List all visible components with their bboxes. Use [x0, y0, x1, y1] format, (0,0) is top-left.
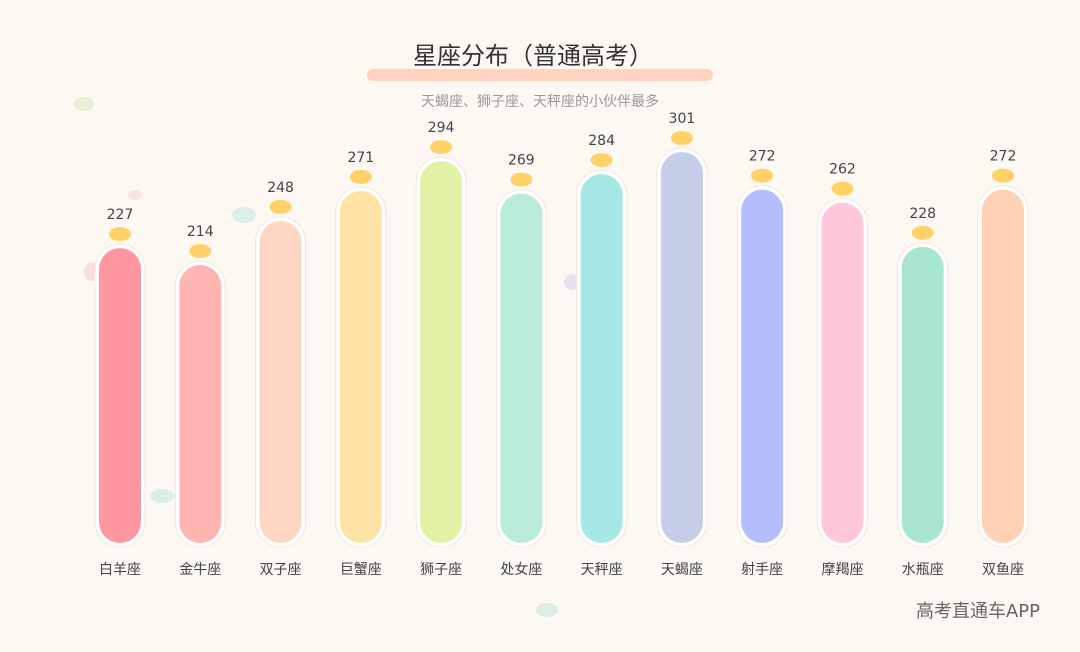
- x-tick-label: 白羊座: [99, 562, 141, 578]
- x-tick-label: 双鱼座: [982, 561, 1024, 578]
- bar-cap-dot: [670, 131, 693, 145]
- bar: [821, 202, 864, 543]
- bar: [660, 152, 703, 543]
- value-label: 227: [107, 207, 134, 223]
- x-tick-label: 射手座: [741, 562, 783, 578]
- bar: [580, 174, 623, 543]
- x-tick-label: 处女座: [500, 561, 542, 578]
- x-tick-label: 天秤座: [581, 562, 623, 578]
- decor: [536, 603, 558, 617]
- decor: [128, 190, 142, 200]
- bar: [741, 189, 784, 544]
- bar-cap-dot: [992, 168, 1014, 183]
- bar: [901, 246, 944, 543]
- value-label: 214: [187, 224, 214, 240]
- bar: [500, 193, 543, 543]
- bar-cap-dot: [751, 168, 774, 183]
- decor: [232, 207, 256, 223]
- title-highlight: [367, 69, 713, 81]
- decor: [150, 489, 174, 503]
- x-tick-label: 狮子座: [420, 562, 462, 578]
- value-label: 294: [428, 120, 455, 136]
- x-tick-label: 天蝎座: [661, 562, 703, 578]
- value-label: 271: [347, 150, 374, 166]
- bar: [982, 189, 1024, 544]
- bar-cap-dot: [269, 199, 292, 214]
- bar-cap-dot: [510, 172, 533, 187]
- value-label: 272: [990, 149, 1017, 165]
- x-tick-label: 摩羯座: [821, 561, 863, 578]
- value-label: 284: [588, 133, 615, 149]
- value-label: 228: [909, 206, 936, 222]
- chart-title: 星座分布（普通高考）: [413, 42, 653, 70]
- watermark: 高考直通车APP: [916, 601, 1040, 622]
- bar-cap-dot: [590, 153, 613, 168]
- bar-cap-dot: [911, 225, 934, 240]
- bar: [259, 220, 302, 544]
- value-label: 301: [669, 111, 696, 127]
- x-tick-label: 巨蟹座: [340, 562, 382, 578]
- chart-subtitle: 天蝎座、狮子座、天秤座的小伙伴最多: [421, 93, 659, 110]
- bar-cap-dot: [349, 169, 372, 184]
- bar: [179, 265, 222, 543]
- value-label: 248: [267, 180, 294, 196]
- bar-cap-dot: [831, 181, 854, 196]
- bar: [420, 161, 463, 543]
- x-tick-label: 双子座: [260, 562, 302, 578]
- x-tick-label: 金牛座: [179, 562, 221, 578]
- bar-cap-dot: [109, 227, 131, 242]
- bar-cap-dot: [430, 140, 453, 155]
- bar: [99, 248, 141, 543]
- bar: [339, 190, 382, 543]
- value-label: 262: [829, 162, 856, 178]
- value-label: 272: [749, 149, 776, 165]
- value-label: 269: [508, 153, 535, 169]
- decor: [74, 97, 94, 111]
- bar-cap-dot: [189, 244, 212, 259]
- decor: [564, 274, 580, 290]
- x-tick-label: 水瓶座: [902, 562, 944, 578]
